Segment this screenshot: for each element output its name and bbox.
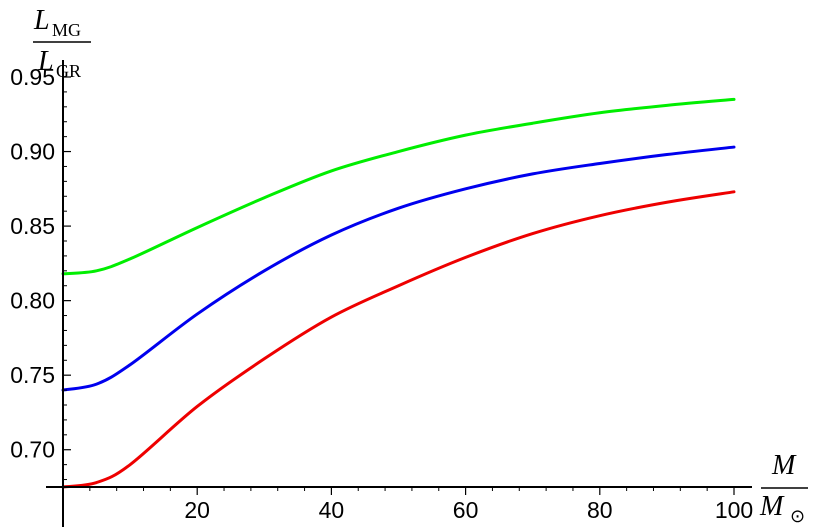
y-tick-label: 0.85	[10, 213, 55, 239]
x-tick-label: 20	[184, 497, 210, 523]
y-label-denominator-subscript: GR	[56, 61, 81, 81]
series-line-1	[61, 97, 736, 276]
x-tick-label: 100	[715, 497, 753, 523]
x-tick-label: 60	[453, 497, 479, 523]
x-tick-label: 80	[587, 497, 613, 523]
series-lines	[61, 97, 736, 489]
series-line-2	[61, 145, 736, 392]
y-tick-label: 0.75	[10, 362, 55, 388]
axes	[46, 60, 752, 527]
x-label-denominator-subscript: ⊙	[790, 506, 805, 526]
tick-labels: 20 40 60 80 100 0.70 0.75 0.80 0.85 0.90 0.95	[10, 64, 753, 523]
x-label-numerator: M	[771, 450, 797, 481]
y-axis-label: L MG L GR	[33, 5, 91, 81]
y-label-numerator-subscript: MG	[52, 20, 81, 40]
x-axis-label: M M ⊙	[759, 450, 808, 526]
ticks	[63, 76, 735, 495]
y-tick-label: 0.80	[10, 288, 55, 314]
x-label-denominator: M	[759, 491, 785, 522]
y-tick-label: 0.70	[10, 437, 55, 463]
x-tick-label: 40	[319, 497, 345, 523]
y-label-denominator: L	[37, 46, 54, 77]
y-tick-label: 0.90	[10, 139, 55, 165]
series-line-3	[61, 190, 736, 489]
y-tick-label: 0.95	[10, 64, 55, 90]
y-label-numerator: L	[33, 5, 50, 36]
